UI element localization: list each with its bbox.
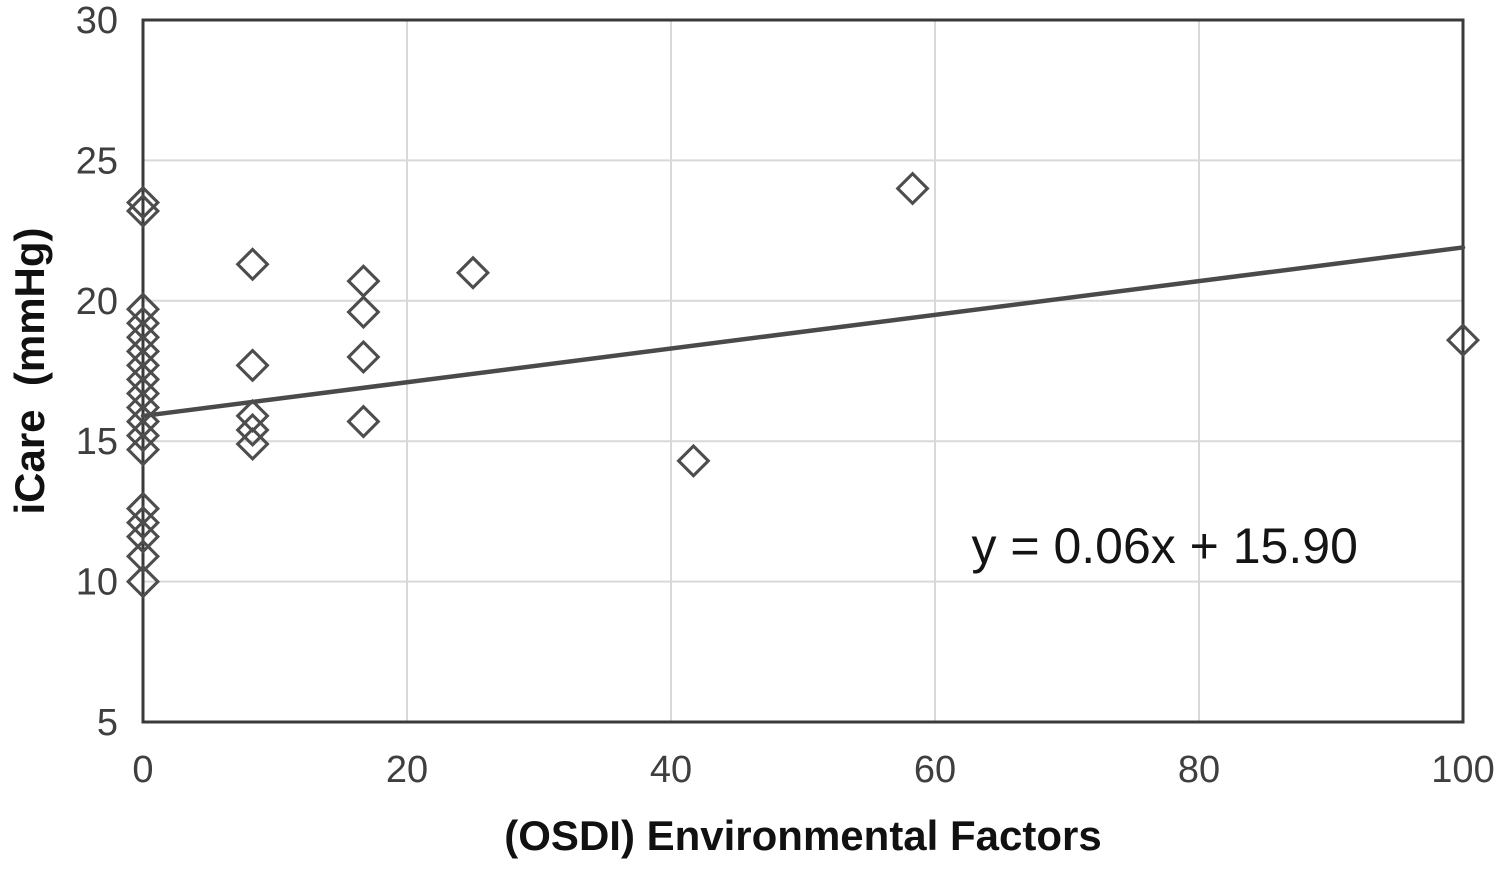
trendline-equation-label: y = 0.06x + 15.90 bbox=[971, 518, 1357, 574]
y-tick-label: 10 bbox=[76, 562, 118, 604]
x-axis-tick-labels: 0 20 40 60 80 100 bbox=[132, 749, 1494, 791]
scatter-point bbox=[676, 443, 711, 478]
scatter-point bbox=[346, 264, 381, 299]
x-tick-label: 100 bbox=[1431, 749, 1494, 791]
x-tick-label: 40 bbox=[650, 749, 692, 791]
scatter-point bbox=[455, 255, 491, 290]
scatter-point bbox=[235, 247, 270, 282]
trend-line bbox=[140, 245, 1466, 419]
scatter-point bbox=[235, 426, 270, 462]
x-axis-title: (OSDI) Environmental Factors bbox=[504, 812, 1101, 859]
x-tick-label: 20 bbox=[386, 749, 428, 791]
y-tick-label: 15 bbox=[76, 421, 118, 463]
plot-border bbox=[141, 18, 1465, 724]
x-tick-label: 60 bbox=[914, 749, 956, 791]
scatter-point bbox=[346, 294, 381, 330]
x-tick-label: 80 bbox=[1178, 749, 1220, 791]
scatter-point bbox=[125, 539, 161, 574]
y-tick-label: 30 bbox=[76, 0, 118, 42]
scatter-point bbox=[125, 519, 161, 554]
y-tick-label: 25 bbox=[76, 140, 118, 182]
x-tick-label: 0 bbox=[132, 749, 153, 791]
scatter-point bbox=[125, 193, 161, 228]
scatter-point bbox=[346, 404, 381, 439]
y-tick-label: 20 bbox=[76, 281, 118, 323]
scatter-point bbox=[125, 432, 161, 467]
scatter-point bbox=[346, 339, 381, 375]
y-tick-label: 5 bbox=[97, 702, 118, 744]
scatter-point bbox=[1445, 323, 1481, 358]
y-axis-title: iCare (mmHg) bbox=[6, 227, 53, 514]
scatter-point bbox=[235, 348, 270, 383]
scatter-point bbox=[125, 185, 161, 220]
gridlines bbox=[143, 20, 1463, 722]
y-axis-tick-labels: 5 10 15 20 25 30 bbox=[76, 0, 118, 744]
scatter-point bbox=[895, 171, 930, 206]
scatter-point bbox=[125, 564, 161, 599]
scatter-points-group bbox=[125, 171, 1481, 599]
trendline-group bbox=[140, 245, 1466, 419]
